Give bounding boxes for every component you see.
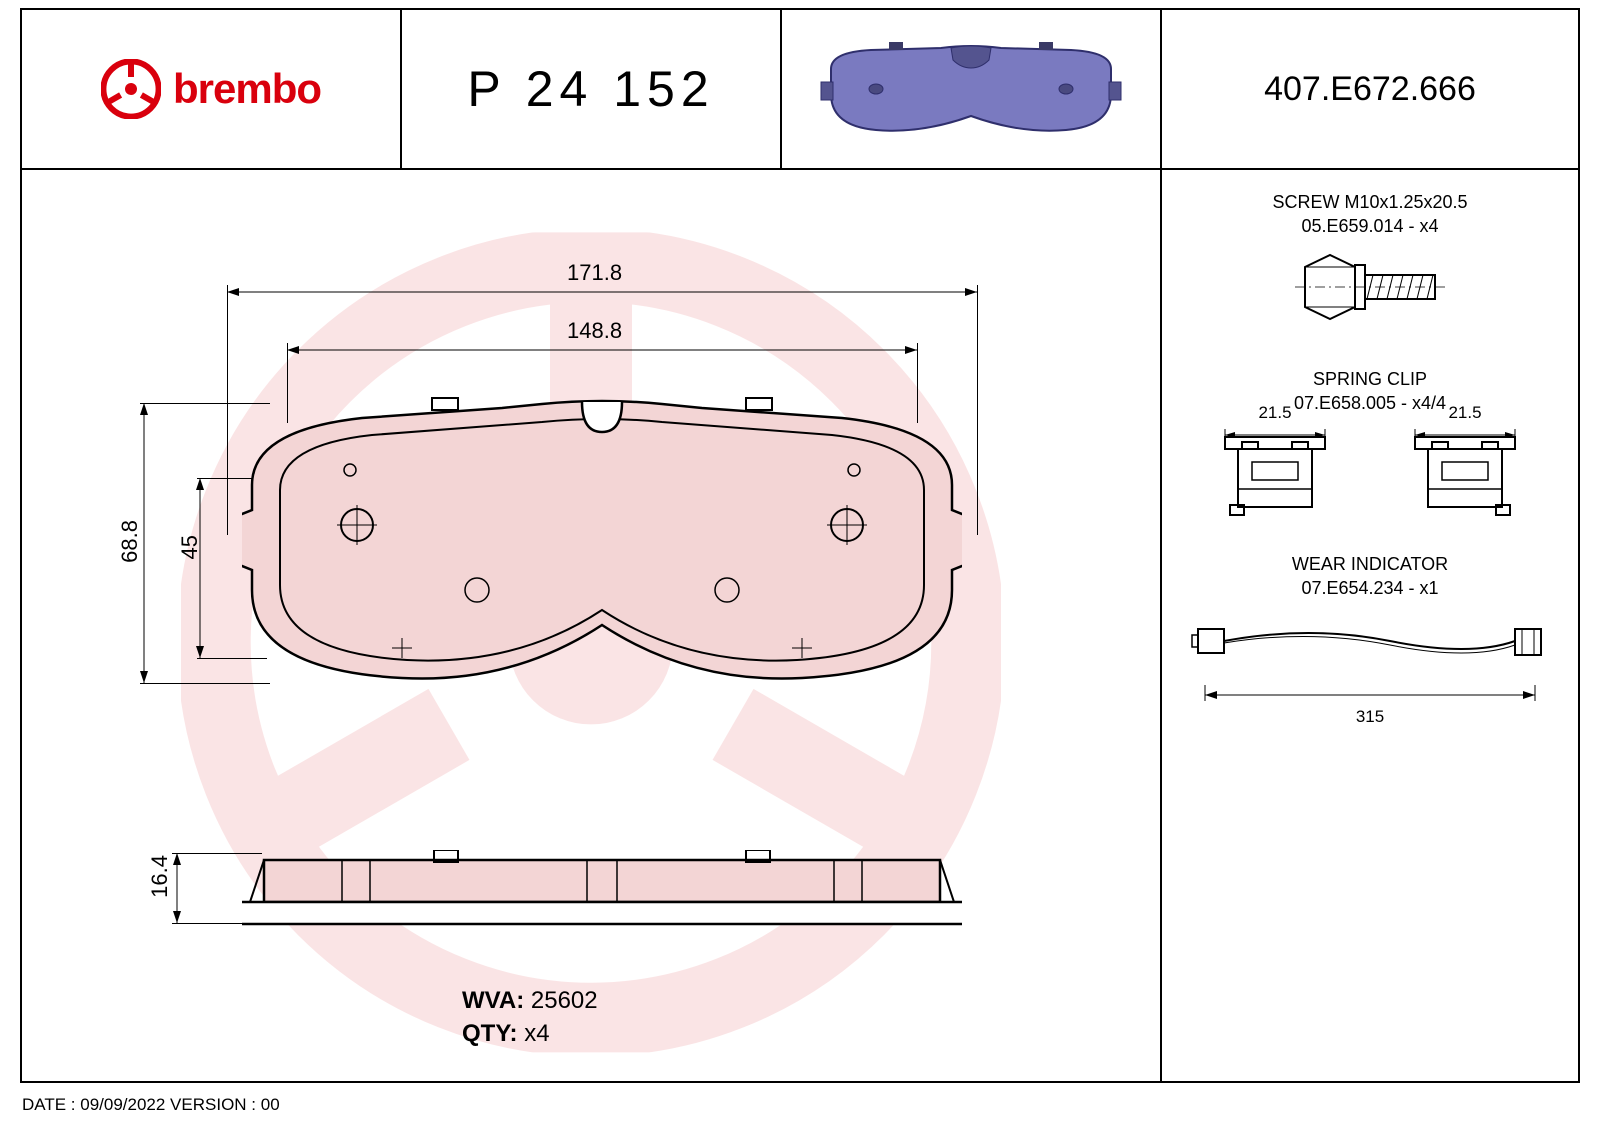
wear-code: 07.E654.234 - x1 xyxy=(1182,576,1558,600)
brembo-icon xyxy=(101,59,161,119)
wva-value: 25602 xyxy=(531,987,598,1014)
brake-pad-side-view xyxy=(242,850,962,930)
ext-line xyxy=(227,285,228,535)
brake-pad-front-view xyxy=(242,390,962,690)
dim-line-overall-height xyxy=(134,393,154,693)
part-number: P 24 152 xyxy=(467,60,714,118)
accessory-screw: SCREW M10x1.25x20.5 05.E659.014 - x4 xyxy=(1182,190,1558,337)
wear-dim: 315 xyxy=(1182,707,1558,727)
screw-code: 05.E659.014 - x4 xyxy=(1182,214,1558,238)
accessory-wear-indicator: WEAR INDICATOR 07.E654.234 - x1 xyxy=(1182,552,1558,727)
brake-pad-render-icon xyxy=(811,34,1131,144)
drawing-frame: brembo P 24 152 407.E672.6 xyxy=(20,8,1580,1083)
qty-label: QTY: xyxy=(462,1020,518,1047)
screw-title: SCREW M10x1.25x20.5 xyxy=(1182,190,1558,214)
reference-number: 407.E672.666 xyxy=(1264,70,1476,109)
wva-line: WVA: 25602 xyxy=(462,984,598,1018)
dim-line-inner-height xyxy=(190,468,210,668)
brand-cell: brembo xyxy=(22,10,402,168)
accessory-spring-clip: SPRING CLIP 07.E658.005 - x4/4 21.5 xyxy=(1182,367,1558,523)
clip-title: SPRING CLIP xyxy=(1182,367,1558,391)
qty-value: x4 xyxy=(524,1020,549,1047)
brand-name: brembo xyxy=(173,65,321,113)
main-drawing-area: 171.8 148.8 68.8 xyxy=(22,170,1162,1081)
wva-label: WVA: xyxy=(462,987,524,1014)
qty-line: QTY: x4 xyxy=(462,1017,598,1051)
body-row: 171.8 148.8 68.8 xyxy=(22,170,1578,1081)
brembo-logo: brembo xyxy=(101,59,321,119)
render-cell xyxy=(782,10,1162,168)
reference-cell: 407.E672.666 xyxy=(1162,10,1578,168)
spring-clip-icon xyxy=(1400,427,1530,522)
dim-line-inner-width xyxy=(277,340,927,360)
part-number-cell: P 24 152 xyxy=(402,10,782,168)
wear-indicator-icon xyxy=(1190,615,1550,685)
header-row: brembo P 24 152 407.E672.6 xyxy=(22,10,1578,170)
clip-dim-1: 21.5 xyxy=(1210,403,1340,423)
footer-text: DATE : 09/09/2022 VERSION : 00 xyxy=(22,1095,280,1115)
screw-icon xyxy=(1285,247,1455,337)
ext-line xyxy=(977,285,978,535)
accessories-panel: SCREW M10x1.25x20.5 05.E659.014 - x4 xyxy=(1162,170,1578,1081)
dim-line-overall-width xyxy=(217,282,987,302)
wear-title: WEAR INDICATOR xyxy=(1182,552,1558,576)
spring-clip-icon xyxy=(1210,427,1340,522)
dim-line-thickness xyxy=(167,843,187,933)
bottom-info: WVA: 25602 QTY: x4 xyxy=(462,984,598,1051)
clip-dim-2: 21.5 xyxy=(1400,403,1530,423)
